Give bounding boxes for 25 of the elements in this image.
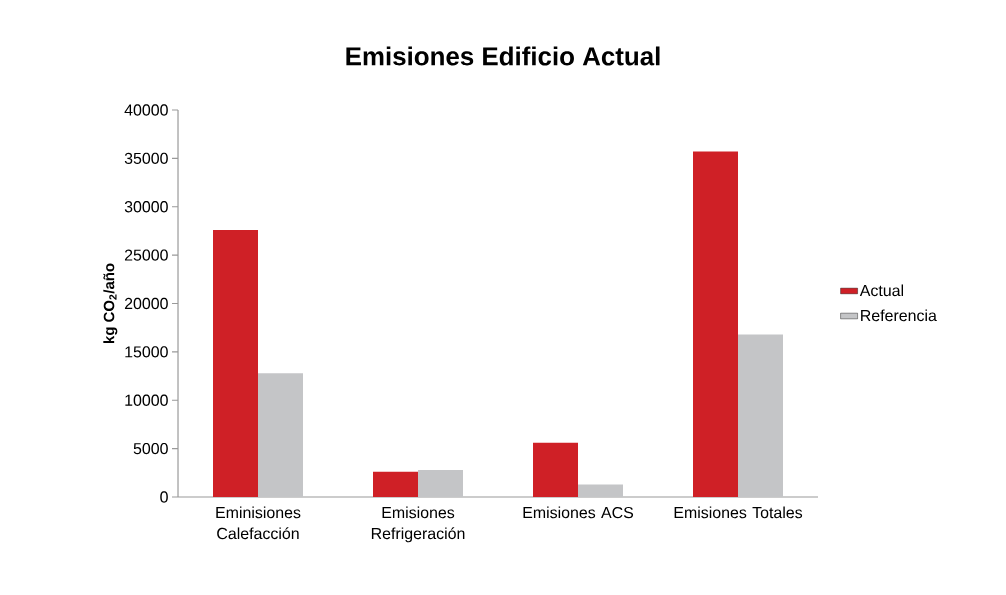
x-tick-label: Eminisiones Calefacción (216, 506, 301, 540)
y-tick-label: 25000 (124, 249, 168, 261)
y-tick-label: 15000 (125, 346, 168, 358)
x-tick-label: Emisiones ACS (523, 506, 634, 519)
x-tick-label: Emisiones Totales (674, 506, 803, 519)
y-tick-label: 0 (160, 491, 168, 503)
bar (258, 373, 304, 497)
bar (533, 442, 579, 497)
legend-label: Actual (859, 284, 904, 297)
y-tick-label: 30000 (124, 201, 168, 213)
bar (213, 229, 259, 497)
bar (738, 334, 784, 497)
y-tick-label: 20000 (124, 297, 168, 310)
y-axis-title: kg CO$_{2}$/año (103, 263, 118, 343)
chart-title: Emisiones Edificio Actual (346, 46, 660, 66)
bar (578, 484, 624, 497)
y-tick-label: 40000 (124, 104, 168, 116)
y-tick-label: 35000 (124, 152, 168, 165)
y-tick-label: 10000 (125, 394, 168, 406)
bar (693, 151, 739, 497)
y-tick-label: 5000 (133, 442, 168, 455)
legend-label: Referencia (861, 309, 937, 322)
x-tick-label: Emisiones Refrigeración (371, 506, 465, 543)
bar (418, 469, 464, 497)
bar (373, 471, 419, 497)
